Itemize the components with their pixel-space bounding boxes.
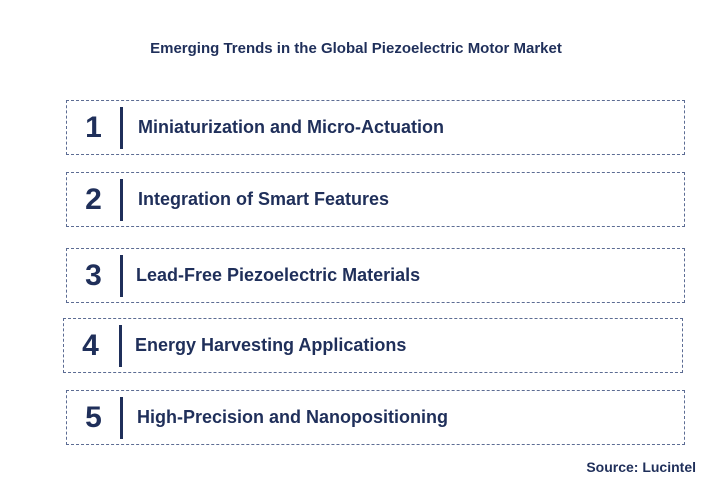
trend-number: 5 — [85, 400, 102, 434]
trend-item-3: 3 Lead-Free Piezoelectric Materials — [66, 248, 685, 303]
trend-divider — [120, 179, 123, 221]
trend-item-5: 5 High-Precision and Nanopositioning — [66, 390, 685, 445]
trend-label: High-Precision and Nanopositioning — [137, 407, 449, 427]
trend-label: Integration of Smart Features — [138, 189, 390, 209]
trend-divider — [120, 397, 123, 439]
trend-label: Energy Harvesting Applications — [135, 335, 407, 355]
trend-divider — [120, 255, 123, 297]
trend-number: 2 — [85, 182, 102, 216]
trend-item-1: 1 Miniaturization and Micro-Actuation — [66, 100, 685, 155]
trend-item-4: 4 Energy Harvesting Applications — [63, 318, 683, 373]
trend-divider — [120, 107, 123, 149]
trend-divider — [119, 325, 122, 367]
trend-number: 1 — [85, 110, 102, 144]
trend-label: Lead-Free Piezoelectric Materials — [136, 265, 421, 285]
trend-number: 4 — [82, 328, 99, 362]
trend-label: Miniaturization and Micro-Actuation — [138, 117, 444, 137]
trend-number: 3 — [85, 258, 102, 292]
trend-item-2: 2 Integration of Smart Features — [66, 172, 685, 227]
source-credit: Source: Lucintel — [586, 459, 696, 475]
diagram-title: Emerging Trends in the Global Piezoelect… — [150, 40, 562, 57]
